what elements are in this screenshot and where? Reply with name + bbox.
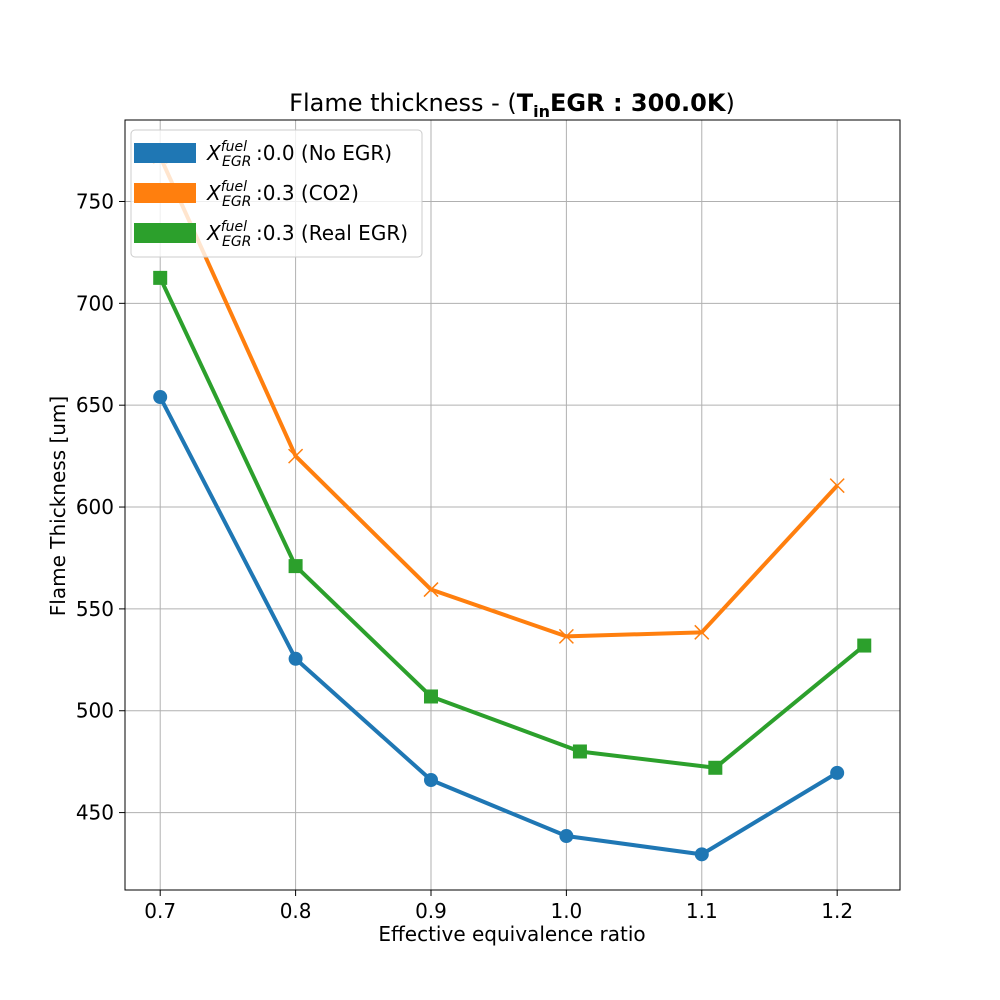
legend-entry: Xfuel EGR:0.3 (Real EGR) [134,219,408,250]
data-point [288,559,303,574]
data-point [153,270,168,285]
x-tick-label: 1.1 [686,899,718,923]
series-line [158,155,839,639]
title-prefix: Flame thickness - ( [289,89,517,117]
data-point [423,582,439,598]
data-point [558,628,574,644]
y-tick-label: 700 [76,291,114,315]
legend-label: Xfuel EGR:0.3 (CO2) [206,179,359,210]
series-line [158,277,866,770]
x-tick-label: 1.0 [550,899,582,923]
legend-entries: Xfuel EGR:0.0 (No EGR) Xfuel EGR:0.3 (CO2) X… [134,139,408,250]
data-point [572,744,587,759]
legend: Xfuel EGR:0.0 (No EGR) Xfuel EGR:0.3 (CO2) X… [130,129,423,258]
chart-title: Flame thickness - (TinEGR : 300.0K) [289,89,735,121]
series-layer [152,149,872,862]
legend-entry: Xfuel EGR:0.3 (CO2) [134,179,359,210]
legend-box [130,129,423,258]
legend-swatch [134,183,196,203]
data-point [694,847,709,862]
data-point [830,765,845,780]
y-tick-label: 650 [76,393,114,417]
y-tick-label: 550 [76,597,114,621]
x-tick-label: 0.8 [280,899,312,923]
x-tick-label: 0.7 [144,899,176,923]
y-axis-label: Flame Thickness [um] [46,396,70,616]
grid-layer [125,120,900,890]
data-point [423,773,438,787]
data-point [708,760,723,775]
y-tick-label: 500 [76,699,114,723]
plot-frame [124,119,901,891]
title-bold-sub: in [533,102,550,121]
title-bold-rest: EGR : 300.0K [550,89,727,117]
series-3 [153,270,872,775]
tick-layer: 0.7 0.8 0.9 1.0 1.1 1.2 450 500 550 600 650 700 750 [76,189,853,923]
data-point [423,689,438,704]
data-point [288,448,304,464]
data-point [153,390,168,405]
x-tick-label: 0.9 [415,899,447,923]
series-line [158,396,839,857]
title-bold-main: T [517,89,534,117]
data-point [694,624,710,640]
x-tick-label: 1.2 [821,899,853,923]
x-axis-label: Effective equivalence ratio [378,922,645,946]
data-point [857,638,872,653]
series-1 [153,390,845,862]
legend-label: Xfuel EGR:0.0 (No EGR) [206,139,392,170]
legend-entry: Xfuel EGR:0.0 (No EGR) [134,139,392,170]
data-point [288,651,303,666]
data-point [559,829,574,844]
data-point [829,478,845,494]
legend-swatch [134,223,196,243]
y-tick-label: 600 [76,495,114,519]
legend-label: Xfuel EGR:0.3 (Real EGR) [206,219,408,250]
title-suffix: ) [725,89,734,117]
legend-swatch [134,143,196,163]
y-tick-label: 750 [76,189,114,213]
y-tick-label: 450 [76,801,114,825]
